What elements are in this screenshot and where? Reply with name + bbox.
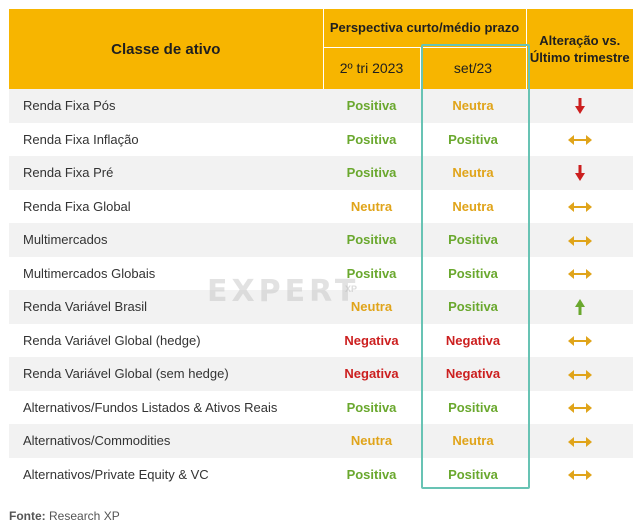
header-period-prev: 2º tri 2023	[322, 47, 420, 89]
change-cell	[526, 156, 633, 190]
table-row: Renda Variável Global (sem hedge) Negativ…	[9, 357, 633, 391]
down-arrow-icon	[574, 97, 585, 115]
prev-outlook: Positiva	[323, 156, 420, 190]
prev-outlook: Positiva	[323, 256, 420, 290]
table-row: Renda Fixa Global Neutra Neutra	[9, 189, 633, 223]
current-outlook: Positiva	[420, 256, 526, 290]
table-row: Renda Variável Brasil Neutra Positiva	[9, 290, 633, 324]
table-row: Renda Fixa Pós Positiva Neutra	[9, 89, 633, 123]
left-right-arrow-icon	[567, 333, 592, 348]
table-row: Renda Fixa Inflação Positiva Positiva	[9, 122, 633, 156]
asset-class-table: Classe de ativo Perspectiva curto/médio …	[9, 9, 633, 491]
current-outlook: Neutra	[420, 424, 526, 458]
change-cell	[526, 223, 633, 257]
source-footer: Fonte: Research XP	[9, 509, 120, 523]
table-row: Multimercados Positiva Positiva	[9, 223, 633, 257]
change-cell	[526, 256, 633, 290]
prev-outlook: Positiva	[323, 89, 420, 123]
asset-class-name: Renda Fixa Inflação	[9, 122, 323, 156]
current-outlook: Positiva	[420, 390, 526, 424]
change-cell	[526, 424, 633, 458]
current-outlook: Positiva	[420, 290, 526, 324]
asset-class-name: Renda Fixa Pré	[9, 156, 323, 190]
current-outlook: Negativa	[420, 357, 526, 391]
table-row: Alternativos/Commodities Neutra Neutra	[9, 424, 633, 458]
watermark-sub: XP	[345, 284, 358, 294]
table-row: Renda Variável Global (hedge) Negativa Neg…	[9, 323, 633, 357]
asset-class-name: Multimercados	[9, 223, 323, 257]
current-outlook: Negativa	[420, 323, 526, 357]
header-change: Alteração vs. Último trimestre	[525, 9, 633, 89]
table-row: Renda Fixa Pré Positiva Neutra	[9, 156, 633, 190]
asset-class-name: Alternativos/Commodities	[9, 424, 323, 458]
change-cell	[526, 390, 633, 424]
watermark-logo: EXPERT	[207, 274, 360, 309]
left-right-arrow-icon	[567, 400, 592, 415]
prev-outlook: Neutra	[323, 189, 420, 223]
asset-class-name: Renda Variável Global (sem hedge)	[9, 357, 323, 391]
left-right-arrow-icon	[567, 433, 592, 448]
table-body: Renda Fixa Pós Positiva Neutra Renda Fixa I…	[9, 89, 633, 491]
source-name: Research XP	[49, 509, 120, 523]
asset-class-name: Multimercados Globais	[9, 256, 323, 290]
change-cell	[526, 323, 633, 357]
change-cell	[526, 290, 633, 324]
change-cell	[526, 357, 633, 391]
prev-outlook: Positiva	[323, 223, 420, 257]
left-right-arrow-icon	[567, 232, 592, 247]
prev-outlook: Positiva	[323, 390, 420, 424]
asset-class-name: Renda Fixa Pós	[9, 89, 323, 123]
prev-outlook: Neutra	[323, 290, 420, 324]
table-row: Multimercados Globais Positiva Positiva	[9, 256, 633, 290]
table-row: Alternativos/Private Equity & VC Positiva…	[9, 457, 633, 491]
change-cell	[526, 189, 633, 223]
header-asset-class: Classe de ativo	[9, 9, 323, 89]
asset-class-name: Renda Variável Global (hedge)	[9, 323, 323, 357]
prev-outlook: Negativa	[323, 357, 420, 391]
change-cell	[526, 89, 633, 123]
current-outlook: Positiva	[420, 223, 526, 257]
asset-class-name: Alternativos/Fundos Listados & Ativos Re…	[9, 390, 323, 424]
change-cell	[526, 457, 633, 491]
asset-class-name: Renda Variável Brasil	[9, 290, 323, 324]
current-outlook: Neutra	[420, 189, 526, 223]
table-row: Alternativos/Fundos Listados & Ativos Re…	[9, 390, 633, 424]
header-perspective: Perspectiva curto/médio prazo	[322, 9, 526, 48]
prev-outlook: Neutra	[323, 424, 420, 458]
table-header: Classe de ativo Perspectiva curto/médio …	[9, 9, 633, 89]
current-outlook: Neutra	[420, 156, 526, 190]
asset-class-table-container: Classe de ativo Perspectiva curto/médio …	[9, 9, 633, 491]
prev-outlook: Positiva	[323, 457, 420, 491]
left-right-arrow-icon	[567, 467, 592, 482]
change-cell	[526, 122, 633, 156]
source-label: Fonte:	[9, 509, 46, 523]
prev-outlook: Negativa	[323, 323, 420, 357]
down-arrow-icon	[574, 164, 585, 182]
left-right-arrow-icon	[567, 132, 592, 147]
up-arrow-icon	[574, 298, 585, 316]
header-period-current: set/23	[419, 47, 526, 89]
current-outlook: Positiva	[420, 122, 526, 156]
prev-outlook: Positiva	[323, 122, 420, 156]
left-right-arrow-icon	[567, 266, 592, 281]
left-right-arrow-icon	[567, 366, 592, 381]
left-right-arrow-icon	[567, 199, 592, 214]
asset-class-name: Renda Fixa Global	[9, 189, 323, 223]
asset-class-name: Alternativos/Private Equity & VC	[9, 457, 323, 491]
current-outlook: Positiva	[420, 457, 526, 491]
current-outlook: Neutra	[420, 89, 526, 123]
